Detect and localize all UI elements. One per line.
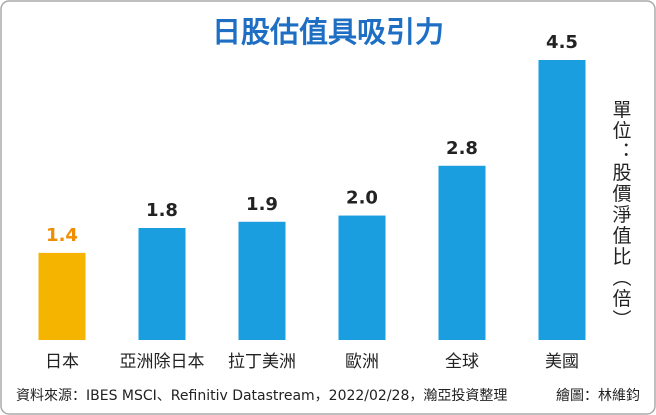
value-label: 2.0	[346, 188, 378, 209]
bar	[238, 221, 286, 340]
x-tick-label: 拉丁美洲	[228, 352, 296, 372]
x-tick-label: 美國	[545, 352, 579, 372]
value-label: 2.8	[446, 138, 478, 159]
x-tick-label: 歐洲	[345, 352, 379, 372]
source: 資料來源：IBES MSCI、Refinitiv Datastream，2022…	[16, 388, 507, 404]
bar	[538, 60, 586, 340]
value-label: 1.9	[246, 194, 278, 215]
bar	[38, 252, 86, 340]
value-label: 4.5	[546, 32, 578, 53]
bar	[138, 228, 186, 340]
bar	[438, 165, 486, 340]
x-tick-label: 全球	[445, 352, 479, 372]
credit: 繪圖：林維鈞	[556, 387, 640, 404]
unit-label: 單位：股價淨值比（倍）	[610, 100, 632, 331]
bar	[338, 215, 386, 340]
x-tick-label: 亞洲除日本	[120, 352, 205, 372]
chart-title: 日股估值具吸引力	[212, 15, 444, 49]
value-label: 1.4	[46, 225, 78, 246]
x-tick-label: 日本	[45, 352, 79, 372]
value-label: 1.8	[146, 200, 178, 221]
